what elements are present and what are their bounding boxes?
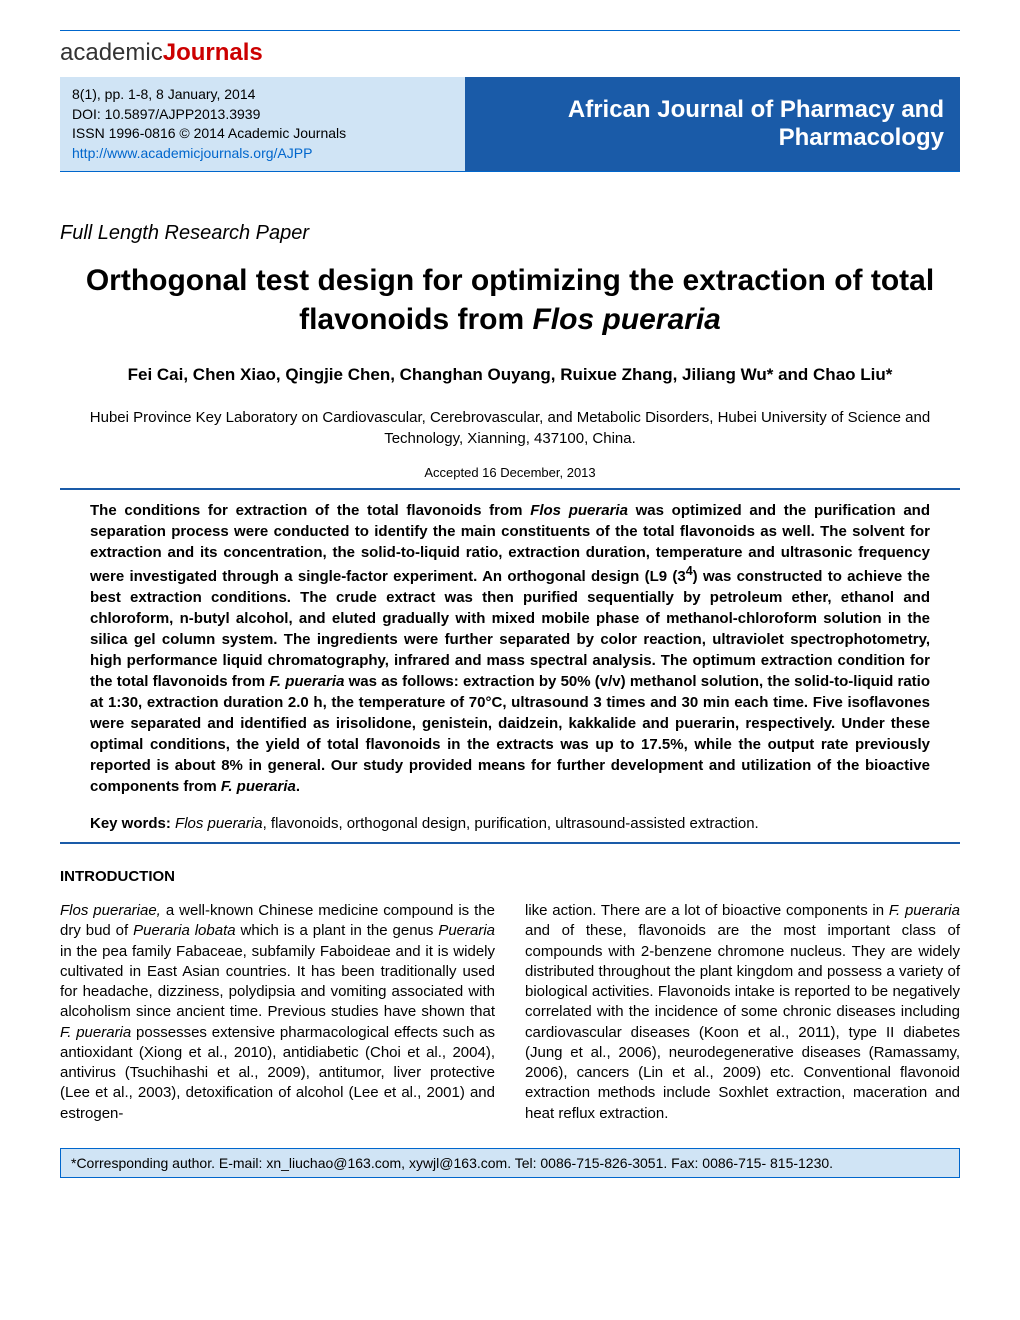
abstract: The conditions for extraction of the tot… xyxy=(60,500,960,797)
abstract-bottom-rule xyxy=(60,842,960,844)
keywords: Key words: Flos pueraria, flavonoids, or… xyxy=(60,813,960,834)
citation-issn: ISSN 1996-0816 © 2014 Academic Journals xyxy=(72,124,453,144)
top-rule xyxy=(60,30,960,31)
logo-part1: academic xyxy=(60,39,163,66)
logo-part2: Journals xyxy=(163,39,263,66)
body-columns: Flos puerariae, a well-known Chinese med… xyxy=(60,901,960,1124)
citation-doi: DOI: 10.5897/AJPP2013.3939 xyxy=(72,105,453,125)
citation-url[interactable]: http://www.academicjournals.org/AJPP xyxy=(72,144,453,164)
body-col-right: like action. There are a lot of bioactiv… xyxy=(525,901,960,1124)
citation-block: 8(1), pp. 1-8, 8 January, 2014 DOI: 10.5… xyxy=(60,77,465,171)
title-text: Orthogonal test design for optimizing th… xyxy=(86,264,934,336)
affiliation: Hubei Province Key Laboratory on Cardiov… xyxy=(60,407,960,449)
publisher-logo: academicJournals xyxy=(60,39,960,67)
body-col-left: Flos puerariae, a well-known Chinese med… xyxy=(60,901,495,1124)
keywords-label: Key words: xyxy=(90,815,175,832)
corresponding-author-footer: *Corresponding author. E-mail: xn_liucha… xyxy=(60,1148,960,1178)
header-box: 8(1), pp. 1-8, 8 January, 2014 DOI: 10.5… xyxy=(60,77,960,172)
journal-name: African Journal of Pharmacy and Pharmaco… xyxy=(465,77,960,171)
title-species: Flos pueraria xyxy=(532,303,720,336)
paper-type: Full Length Research Paper xyxy=(60,222,960,245)
abstract-top-rule xyxy=(60,488,960,490)
citation-issue: 8(1), pp. 1-8, 8 January, 2014 xyxy=(72,85,453,105)
authors: Fei Cai, Chen Xiao, Qingjie Chen, Changh… xyxy=(60,363,960,387)
introduction-heading: INTRODUCTION xyxy=(60,868,960,885)
accepted-date: Accepted 16 December, 2013 xyxy=(60,465,960,480)
paper-title: Orthogonal test design for optimizing th… xyxy=(60,261,960,339)
